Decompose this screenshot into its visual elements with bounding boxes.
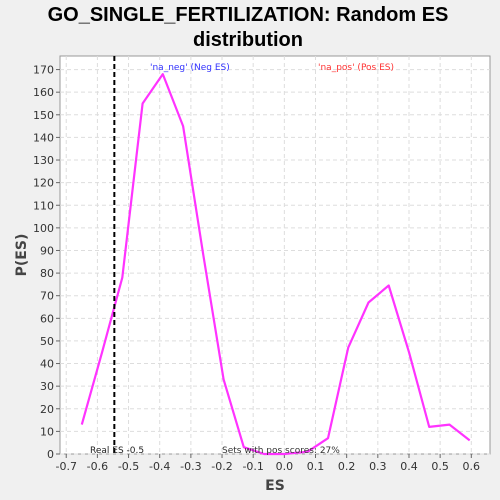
x-tick-label: 0.3	[369, 460, 387, 473]
pos-es-annotation: 'na_pos' (Pos ES)	[318, 63, 394, 73]
y-axis-label: P(ES)	[14, 234, 30, 277]
x-axis-label: ES	[265, 478, 285, 494]
x-tick-label: 0.0	[276, 460, 294, 473]
x-tick-label: -0.6	[87, 460, 108, 473]
y-tick-label: 150	[33, 109, 54, 122]
y-tick-label: 70	[40, 290, 54, 303]
x-tick-label: -0.4	[149, 460, 170, 473]
x-tick-label: -0.7	[55, 460, 76, 473]
y-tick-label: 130	[33, 154, 54, 167]
pos-scores-annotation: Sets with pos scores: 27%	[222, 446, 340, 456]
y-tick-label: 140	[33, 131, 54, 144]
x-tick-label: 0.2	[338, 460, 356, 473]
y-tick-label: 40	[40, 358, 54, 371]
y-tick-label: 10	[40, 425, 54, 438]
x-axis-ticks: -0.7 -0.6 -0.5 -0.4 -0.3 -0.2 -0.1 0.0 0.1 0.2 0.3…	[55, 454, 480, 473]
x-tick-label: -0.3	[180, 460, 201, 473]
x-tick-label: -0.2	[211, 460, 232, 473]
y-tick-label: 110	[33, 199, 54, 212]
y-tick-label: 80	[40, 267, 54, 280]
distribution-line	[80, 72, 471, 456]
y-tick-label: 30	[40, 380, 54, 393]
y-tick-label: 20	[40, 403, 54, 416]
neg-es-annotation: 'na_neg' (Neg ES)	[150, 63, 230, 73]
chart-title-line2: distribution	[193, 29, 303, 51]
y-tick-label: 100	[33, 222, 54, 235]
y-tick-label: 90	[40, 244, 54, 257]
y-tick-label: 160	[33, 86, 54, 99]
chart-title-line1: GO_SINGLE_FERTILIZATION: Random ES	[48, 4, 449, 26]
x-tick-label: 0.5	[431, 460, 449, 473]
x-tick-label: 0.1	[307, 460, 325, 473]
x-tick-label: 0.6	[463, 460, 481, 473]
real-es-annotation: Real ES -0.5	[90, 446, 144, 456]
x-tick-label: -0.5	[118, 460, 139, 473]
y-tick-label: 170	[33, 64, 54, 77]
y-tick-label: 60	[40, 312, 54, 325]
y-tick-label: 120	[33, 177, 54, 190]
series-layer	[80, 72, 471, 456]
y-tick-label: 0	[47, 448, 54, 461]
y-tick-label: 50	[40, 335, 54, 348]
x-tick-label: 0.4	[400, 460, 418, 473]
x-tick-label: -0.1	[242, 460, 263, 473]
y-axis-ticks: 0 10 20 30 40 50 60 70 80 90 100 110 120 130 140 150 160…	[33, 64, 60, 461]
